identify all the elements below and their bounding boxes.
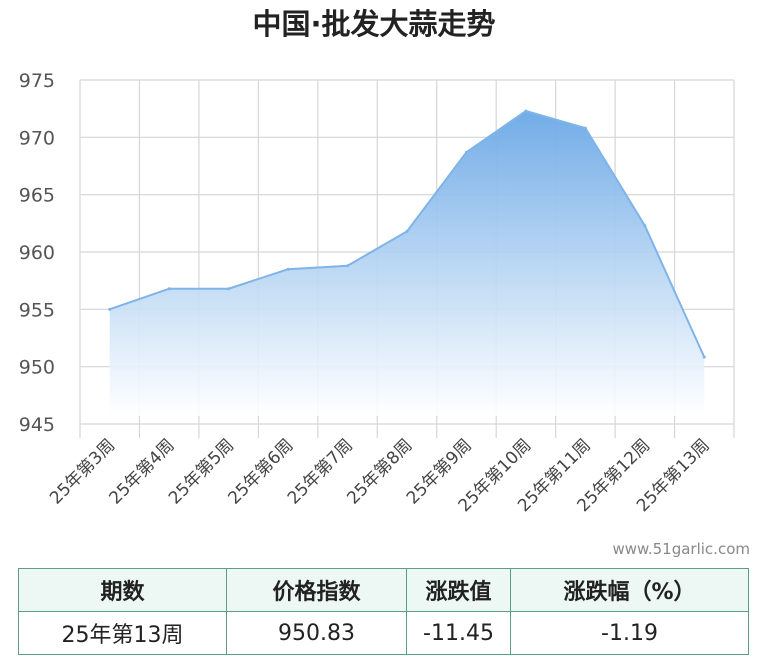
data-point	[405, 229, 409, 233]
summary-table: 期数 价格指数 涨跌值 涨跌幅（%） 25年第13周 950.83 -11.45…	[18, 568, 749, 655]
cell-period: 25年第13周	[18, 611, 227, 655]
watermark: www.51garlic.com	[612, 540, 750, 558]
cell-change-value: -11.45	[406, 611, 511, 655]
summary-header-row: 期数 价格指数 涨跌值 涨跌幅（%）	[18, 568, 749, 612]
data-point	[346, 264, 350, 268]
data-point	[286, 267, 290, 271]
data-point	[167, 287, 171, 291]
cell-price-index: 950.83	[226, 611, 407, 655]
header-change-value: 涨跌值	[406, 568, 511, 612]
summary-data-row: 25年第13周 950.83 -11.45 -1.19	[18, 611, 749, 655]
price-trend-chart: 中国·批发大蒜走势 945 950 955 960 965 970 975 25年第3周25…	[19, 7, 735, 516]
data-point	[524, 109, 528, 113]
header-price-index: 价格指数	[226, 568, 407, 612]
chart-title: 中国·批发大蒜走势	[252, 7, 495, 41]
y-tick-label: 955	[19, 299, 55, 321]
x-axis-ticks: 25年第3周25年第4周25年第5周25年第6周25年第7周25年第8周25年第…	[46, 435, 714, 516]
data-point	[464, 150, 468, 154]
y-tick-label: 950	[19, 357, 55, 379]
cell-change-percent: -1.19	[510, 611, 749, 655]
y-tick-label: 970	[19, 127, 55, 149]
y-tick-label: 945	[19, 414, 55, 436]
y-tick-label: 965	[19, 185, 55, 207]
data-point	[583, 126, 587, 130]
data-point	[227, 287, 231, 291]
data-point	[702, 355, 706, 359]
data-point	[643, 224, 647, 228]
series-area	[109, 110, 705, 417]
y-axis-ticks: 945 950 955 960 965 970 975	[19, 70, 55, 436]
area-layer	[108, 109, 706, 417]
data-point	[108, 307, 112, 311]
header-change-percent: 涨跌幅（%）	[510, 568, 749, 612]
header-period: 期数	[18, 568, 227, 612]
y-tick-label: 960	[19, 242, 55, 264]
y-tick-label: 975	[19, 70, 55, 92]
